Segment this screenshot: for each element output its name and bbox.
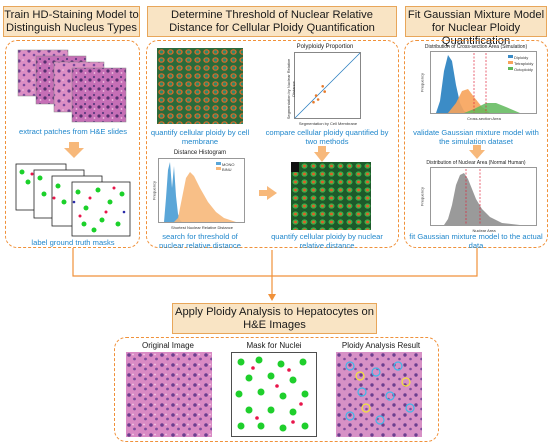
sim-ylabel: Frequency (419, 73, 425, 92)
human-ylabel: Frequency (419, 187, 425, 206)
right-title: Fit Gaussian Mixture Model for Nuclear P… (405, 6, 547, 47)
hist-plot-area (158, 158, 245, 223)
left-panel (5, 40, 140, 248)
left-title: Train HD-Staining Model to Distinguish N… (3, 6, 140, 37)
scatter-point (321, 85, 324, 88)
nuclear-distance-segmentation-image (291, 162, 371, 230)
hist-xlabel: Shortest Nuclear Relative Distance (170, 225, 234, 230)
sim-chart-title: Distribution of Cross-section Area (Simu… (424, 44, 528, 50)
hist-title: Distance Histogram (173, 150, 227, 156)
sim-plot-area (430, 51, 537, 114)
nuclear-distance-caption: quantify cellular ploidy by nuclear rela… (271, 232, 383, 250)
ploidy-result-image (336, 352, 422, 437)
scatter-xlabel: Segmentation by Cell Membrane (298, 121, 358, 126)
hist-legend-binu: BINU (222, 167, 232, 172)
sim-legend-diploidy: Diploidy (514, 55, 529, 60)
hist-ylabel: Frequency (151, 181, 157, 200)
membrane-caption: quantify cellular ploidy by cell membran… (150, 128, 250, 146)
nuclei-mask-image (231, 352, 317, 437)
mask-label: Mask for Nuclei (246, 341, 302, 350)
middle-panel (146, 40, 399, 248)
human-xlabel: Nuclear Area (472, 228, 496, 233)
distance-histogram-chart: Distance Histogram MONO BINU Shortest Nu… (152, 150, 248, 238)
right-arrow-icon (259, 186, 277, 200)
scatter-title: Polyploidy Proportion (296, 44, 354, 50)
simulation-distribution-chart: Distribution of Cross-section Area (Simu… (410, 44, 542, 126)
sim-xlabel: Cross-section Area (467, 116, 501, 121)
hist-legend-mono: MONO (222, 162, 235, 167)
scatter-point (323, 90, 326, 93)
search-caption: search for threshold of nuclear relative… (159, 232, 241, 250)
sim-legend-octoploidy: Octoploidy (514, 67, 533, 72)
scatter-plot-area (294, 52, 361, 119)
sim-legend-tetraploidy: Tetraploidy (514, 61, 534, 66)
scatter-point (316, 98, 320, 101)
membrane-segmentation-image (157, 48, 243, 124)
compare-caption: compare cellular ploidy quantified by tw… (265, 128, 389, 146)
middle-title: Determine Threshold of Nuclear Relative … (147, 6, 397, 37)
ploidy-scatter-chart: Polyploidy Proportion Segmentation by Ce… (286, 44, 364, 128)
ground-truth-masks-image (15, 163, 131, 237)
human-chart-title: Distribution of Nuclear Area (Normal Hum… (426, 160, 526, 166)
fit-caption: fit Gaussian mixture model to the actual… (409, 232, 543, 250)
ploidy-result-label: Ploidy Analysis Result (341, 341, 421, 350)
down-arrow-icon (314, 146, 330, 162)
extract-patches-caption: extract patches from H&E slides (18, 127, 128, 136)
scatter-ylabel: Segmentation by Nuclear Relative Distanc… (286, 58, 296, 120)
label-masks-caption: label ground truth masks (31, 238, 115, 247)
human-plot-area (430, 167, 537, 226)
scatter-point (314, 94, 318, 97)
validate-caption: validate Gaussian mixture model with the… (413, 128, 539, 146)
right-panel (404, 40, 548, 248)
bottom-panel (114, 337, 439, 442)
bottom-title: Apply Ploidy Analysis to Hepatocytes on … (172, 303, 377, 334)
original-he-image (126, 352, 212, 437)
he-patches-image (17, 49, 127, 123)
scatter-point (312, 100, 315, 104)
down-arrow-icon (64, 142, 84, 158)
original-image-label: Original Image (141, 341, 195, 350)
nuclear-area-distribution-chart: Distribution of Nuclear Area (Normal Hum… (410, 160, 542, 240)
down-arrow-icon (469, 145, 485, 159)
